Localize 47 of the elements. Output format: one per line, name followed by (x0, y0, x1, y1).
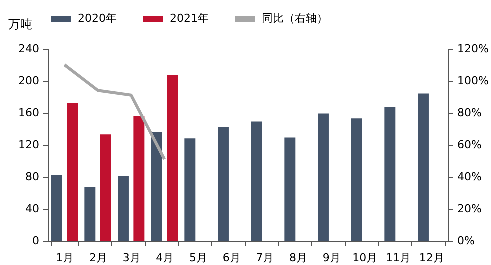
x-tick-label: 2月 (90, 252, 108, 264)
y2-tick-label: 120% (458, 42, 489, 56)
y2-tick-label: 100% (458, 74, 489, 88)
line-series (63, 64, 166, 161)
bar (418, 94, 429, 241)
bar (67, 103, 78, 241)
bar (100, 134, 112, 241)
bar (151, 132, 162, 241)
x-tick-label: 3月 (122, 252, 141, 264)
y2-tick-label: 80% (458, 106, 482, 120)
bar (351, 118, 362, 241)
bar (184, 138, 196, 241)
y-tick-label: 160 (18, 106, 40, 120)
bar (384, 107, 396, 241)
x-tick-label: 6月 (222, 252, 241, 264)
bar (118, 176, 129, 241)
bar (51, 175, 62, 241)
bar (218, 127, 229, 241)
x-tick-label: 1月 (56, 252, 74, 264)
y-tick-label: 80 (26, 170, 40, 184)
x-tick-label: 10月 (352, 252, 378, 264)
x-tick-label: 11月 (386, 252, 411, 264)
y-tick-label: 0 (32, 234, 40, 248)
bar (284, 138, 296, 241)
legend-label: 2020年 (78, 12, 117, 25)
x-tick-label: 8月 (290, 252, 308, 264)
x-tick-label: 7月 (256, 252, 274, 264)
legend-label: 2021年 (170, 12, 209, 25)
bar (318, 114, 329, 241)
y-tick-label: 120 (18, 138, 40, 152)
bar (134, 116, 145, 241)
y-tick-label: 200 (18, 74, 40, 88)
x-tick-label: 9月 (322, 252, 341, 264)
y-tick-label: 40 (26, 202, 40, 216)
y-tick-label: 240 (18, 42, 40, 56)
bar (84, 187, 96, 241)
y-axis-title: 万吨 (8, 18, 32, 32)
x-tick-label: 4月 (156, 252, 174, 264)
bar (251, 122, 262, 241)
legend-label: 同比（右轴） (262, 12, 328, 25)
y2-tick-label: 60% (458, 138, 482, 152)
y2-tick-label: 0% (458, 234, 475, 248)
bar (167, 75, 178, 241)
y2-tick-label: 20% (458, 202, 482, 216)
y2-tick-label: 40% (458, 170, 482, 184)
x-tick-label: 12月 (419, 252, 444, 264)
x-tick-label: 5月 (190, 252, 208, 264)
